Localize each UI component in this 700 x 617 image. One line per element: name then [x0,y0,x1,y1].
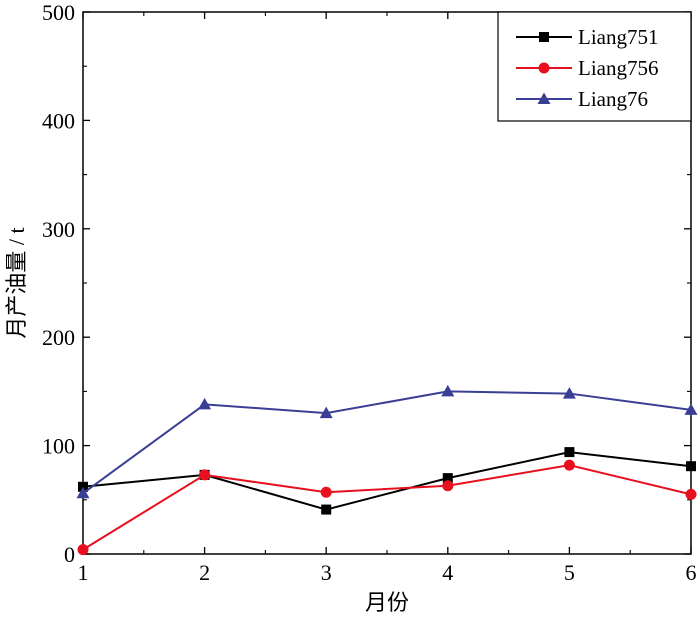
legend-item: Liang76 [516,87,648,111]
x-tick-label: 2 [199,560,210,585]
data-point [686,461,696,472]
y-tick-label: 300 [42,217,75,242]
data-point [78,481,88,492]
series-line [82,451,692,511]
series-line [82,390,692,495]
x-tick-label: 5 [564,560,575,585]
data-point [442,473,453,484]
series-line [82,464,692,551]
legend-label: Liang751 [578,25,658,49]
data-point [562,387,576,399]
data-point [442,480,454,492]
y-tick-label: 100 [42,434,75,459]
data-point [199,469,211,481]
legend-item: Liang756 [516,56,658,80]
data-point [77,544,89,556]
data-point [319,406,333,419]
x-axis-title: 月份 [365,590,409,615]
data-point [563,459,575,471]
x-tick-label: 3 [321,560,332,585]
legend: Liang751 Liang756 Liang76 [497,11,692,122]
x-tick-label: 4 [442,560,453,585]
legend-label: Liang76 [578,87,648,111]
data-point [76,486,90,499]
legend-label: Liang756 [578,56,658,80]
series-Liang76 [76,384,698,499]
y-tick-label: 200 [42,325,75,350]
series-Liang751 [78,447,696,515]
legend-marker [538,62,550,74]
data-point [685,488,697,500]
data-point [441,384,455,397]
data-point [564,447,575,458]
series-Liang756 [77,459,697,556]
data-point [320,486,332,498]
y-axis: 0 100 200 300 400 500 [42,0,691,567]
y-tick-label: 400 [42,108,75,133]
series-layer [76,384,698,556]
data-point [684,403,698,415]
x-tick-label: 1 [78,560,89,585]
x-tick-label: 6 [686,560,697,585]
y-tick-label: 500 [42,0,75,25]
legend-marker [539,32,549,42]
legend-item: Liang751 [516,25,658,49]
data-point [198,397,212,410]
y-axis-title: 月产油量 / t [4,227,29,338]
legend-box [497,11,692,122]
legend-marker [537,92,551,104]
y-tick-label: 0 [64,542,75,567]
data-point [321,504,332,515]
